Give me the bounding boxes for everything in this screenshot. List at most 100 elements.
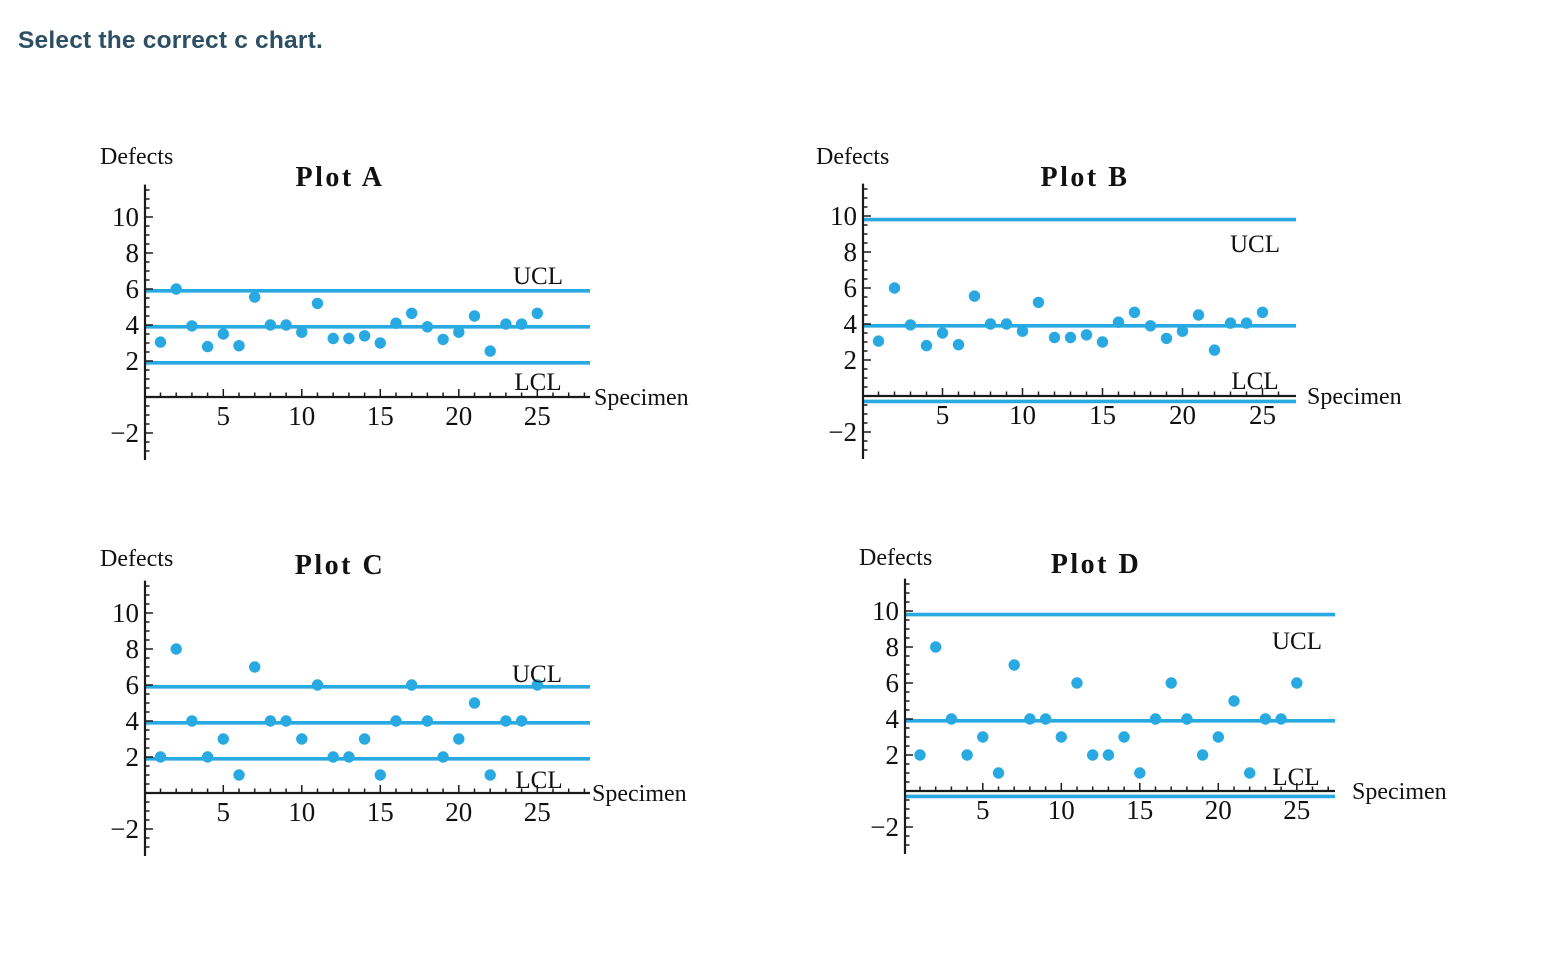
data-point bbox=[968, 290, 981, 302]
y-tick-label: 4 bbox=[126, 706, 140, 736]
data-point bbox=[904, 319, 917, 331]
data-point bbox=[484, 345, 496, 357]
data-point bbox=[374, 337, 386, 349]
y-tick-label: 10 bbox=[112, 202, 139, 232]
data-point bbox=[468, 310, 481, 322]
x-tick-label: 15 bbox=[367, 401, 394, 431]
lcl-label: LCL bbox=[514, 369, 561, 396]
plot-d-option[interactable]: −2 2 4 6 8 10 5 10 15 20 25 Plot D Defects Specimen UC… bbox=[859, 545, 1447, 854]
data-point bbox=[977, 731, 989, 743]
data-point bbox=[170, 283, 182, 295]
x-tick-label: 20 bbox=[445, 401, 472, 431]
data-point bbox=[500, 715, 512, 727]
data-point bbox=[1134, 767, 1146, 779]
data-point bbox=[249, 661, 261, 673]
ucl-label: UCL bbox=[1230, 231, 1280, 258]
y-tick-label: 10 bbox=[112, 598, 139, 628]
data-point bbox=[1080, 329, 1093, 341]
data-point bbox=[1192, 309, 1205, 321]
data-point bbox=[1102, 749, 1115, 761]
y-axis-label: Defects bbox=[816, 144, 889, 170]
data-point bbox=[311, 679, 324, 691]
plot-b-option[interactable]: −2 2 4 6 8 10 5 10 15 20 25 Plot B Defects Specimen UC… bbox=[816, 144, 1402, 459]
data-point bbox=[945, 713, 958, 725]
x-tick-label: 25 bbox=[524, 797, 551, 827]
y-tick-label: 8 bbox=[886, 632, 900, 662]
data-point bbox=[1055, 731, 1068, 743]
data-point bbox=[264, 715, 277, 727]
x-tick-label: 5 bbox=[217, 797, 231, 827]
plot-a-option[interactable]: −2 2 4 6 8 10 5 10 15 20 25 Plot A Defects Specimen UC… bbox=[100, 144, 689, 460]
x-tick-label: 20 bbox=[445, 797, 472, 827]
y-tick-label: −2 bbox=[110, 814, 139, 844]
ucl-label: UCL bbox=[1272, 628, 1322, 655]
ucl-label: UCL bbox=[513, 263, 563, 290]
data-point bbox=[217, 328, 229, 340]
data-point bbox=[1181, 713, 1193, 725]
plot-title: Plot C bbox=[295, 550, 385, 581]
y-tick-label: 6 bbox=[126, 670, 140, 700]
x-tick-label: 10 bbox=[288, 797, 315, 827]
data-point bbox=[296, 326, 308, 338]
data-point bbox=[249, 291, 261, 303]
data-point bbox=[936, 327, 949, 339]
x-tick-label: 5 bbox=[936, 400, 950, 430]
data-point bbox=[1149, 713, 1162, 725]
ucl-label: UCL bbox=[512, 661, 562, 688]
data-point bbox=[1144, 320, 1157, 332]
y-tick-label: 8 bbox=[844, 237, 858, 267]
data-point bbox=[1165, 677, 1177, 689]
x-tick-label: 5 bbox=[217, 401, 231, 431]
x-tick-label: 15 bbox=[1089, 400, 1116, 430]
data-point bbox=[437, 751, 449, 763]
data-point bbox=[1228, 695, 1240, 707]
data-point bbox=[872, 335, 885, 347]
data-point bbox=[327, 751, 339, 763]
data-point bbox=[930, 641, 942, 653]
data-point bbox=[406, 679, 418, 691]
data-point bbox=[531, 679, 543, 691]
data-point bbox=[1087, 749, 1099, 761]
data-point bbox=[1071, 677, 1083, 689]
data-point bbox=[1259, 713, 1272, 725]
y-tick-label: 8 bbox=[126, 238, 140, 268]
y-axis-label: Defects bbox=[100, 546, 173, 572]
data-point bbox=[390, 715, 402, 727]
data-point bbox=[170, 643, 182, 655]
plot-c-option[interactable]: −2 2 4 6 8 10 5 10 15 20 25 Plot C Defects Specimen UC… bbox=[100, 546, 687, 856]
y-axis-label: Defects bbox=[859, 545, 932, 571]
data-point bbox=[1128, 306, 1141, 318]
y-tick-label: −2 bbox=[870, 812, 899, 842]
x-axis-label: Specimen bbox=[594, 385, 689, 411]
data-point bbox=[1196, 749, 1209, 761]
question-text: Select the correct c chart. bbox=[18, 27, 323, 54]
data-point bbox=[952, 339, 965, 351]
data-point bbox=[1048, 331, 1061, 344]
data-point bbox=[374, 769, 386, 781]
y-tick-label: 8 bbox=[126, 634, 140, 664]
x-tick-label: 20 bbox=[1205, 795, 1232, 825]
y-tick-label: 6 bbox=[844, 273, 858, 303]
data-point bbox=[390, 317, 402, 329]
lcl-label: LCL bbox=[515, 767, 562, 794]
data-point bbox=[1160, 332, 1173, 345]
x-axis-label: Specimen bbox=[592, 781, 687, 807]
data-point bbox=[984, 318, 997, 330]
y-tick-label: −2 bbox=[828, 417, 857, 447]
x-tick-label: 10 bbox=[1009, 400, 1036, 430]
data-point bbox=[421, 715, 434, 727]
data-point bbox=[421, 321, 434, 333]
data-point bbox=[1118, 731, 1130, 743]
data-point bbox=[453, 326, 465, 338]
x-tick-label: 5 bbox=[976, 795, 990, 825]
data-point bbox=[1039, 713, 1052, 725]
data-point bbox=[515, 715, 528, 727]
y-tick-label: 2 bbox=[126, 742, 140, 772]
x-axis-label: Specimen bbox=[1352, 779, 1447, 805]
data-point bbox=[1024, 713, 1036, 725]
data-point bbox=[406, 307, 418, 319]
y-tick-label: 6 bbox=[126, 274, 140, 304]
y-tick-label: −2 bbox=[110, 418, 139, 448]
data-point bbox=[358, 733, 371, 745]
y-tick-label: 10 bbox=[872, 596, 899, 626]
